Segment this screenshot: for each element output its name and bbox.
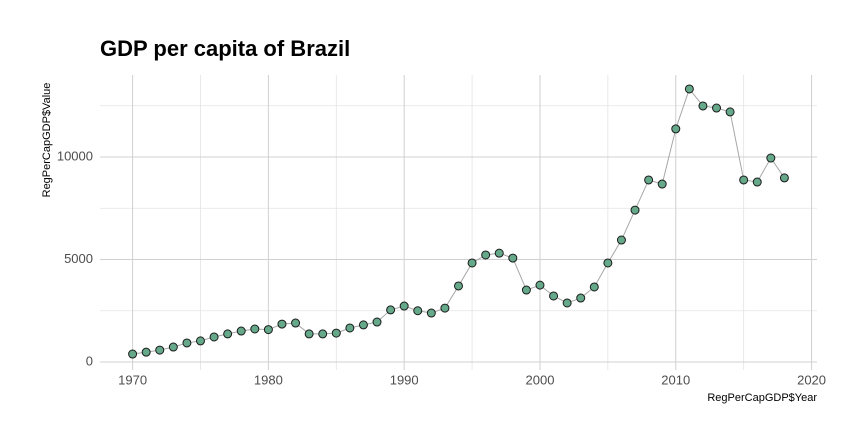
data-point bbox=[413, 306, 423, 316]
data-point bbox=[277, 319, 287, 329]
data-point bbox=[481, 250, 491, 260]
data-point bbox=[263, 325, 273, 335]
data-point bbox=[426, 308, 436, 318]
series-line bbox=[132, 87, 785, 355]
data-point bbox=[725, 107, 735, 117]
data-point bbox=[698, 101, 708, 111]
data-point bbox=[766, 153, 776, 163]
data-point bbox=[589, 282, 599, 292]
chart-title: GDP per capita of Brazil bbox=[100, 36, 350, 61]
x-tick-label: 2020 bbox=[797, 372, 826, 387]
data-point bbox=[576, 293, 586, 303]
data-point bbox=[616, 235, 626, 245]
data-point bbox=[372, 317, 382, 327]
data-point bbox=[440, 303, 450, 313]
data-point bbox=[128, 349, 138, 359]
data-point bbox=[304, 329, 314, 339]
data-point bbox=[331, 328, 341, 338]
data-point bbox=[386, 305, 396, 315]
data-point bbox=[684, 84, 694, 94]
y-tick-label: 10000 bbox=[57, 148, 93, 163]
data-point bbox=[168, 342, 178, 352]
data-point bbox=[752, 177, 762, 187]
data-point bbox=[494, 248, 504, 258]
x-tick-label: 1970 bbox=[118, 372, 147, 387]
data-point bbox=[454, 281, 463, 291]
data-point bbox=[779, 173, 789, 183]
data-point bbox=[467, 258, 477, 268]
y-axis-label: RegPerCapGDP$Value bbox=[41, 83, 53, 198]
data-point bbox=[508, 253, 518, 263]
data-point bbox=[195, 336, 205, 346]
data-point bbox=[562, 298, 572, 308]
data-point bbox=[535, 280, 545, 290]
data-point bbox=[345, 323, 355, 333]
x-tick-label: 1990 bbox=[390, 372, 419, 387]
data-point bbox=[182, 338, 192, 348]
data-point bbox=[671, 124, 681, 134]
data-point bbox=[318, 329, 328, 339]
y-tick-label: 5000 bbox=[64, 251, 93, 266]
x-axis-label: RegPerCapGDP$Year bbox=[707, 392, 817, 404]
data-point bbox=[549, 291, 559, 301]
data-point bbox=[399, 301, 409, 311]
data-point bbox=[521, 285, 531, 295]
data-point bbox=[712, 103, 722, 113]
x-tick-label: 1980 bbox=[254, 372, 283, 387]
data-point bbox=[603, 258, 613, 268]
data-point bbox=[630, 205, 640, 215]
data-point bbox=[657, 179, 667, 189]
data-point bbox=[739, 175, 749, 185]
x-tick-label: 2000 bbox=[526, 372, 555, 387]
data-point bbox=[250, 324, 260, 334]
data-point bbox=[358, 320, 368, 330]
data-point bbox=[141, 347, 151, 357]
data-point bbox=[209, 332, 219, 342]
x-tick-label: 2010 bbox=[661, 372, 690, 387]
data-point bbox=[291, 318, 301, 328]
y-tick-label: 0 bbox=[86, 353, 93, 368]
data-point bbox=[644, 175, 654, 185]
data-point bbox=[236, 326, 246, 336]
data-point bbox=[155, 345, 165, 355]
data-point bbox=[223, 329, 233, 339]
